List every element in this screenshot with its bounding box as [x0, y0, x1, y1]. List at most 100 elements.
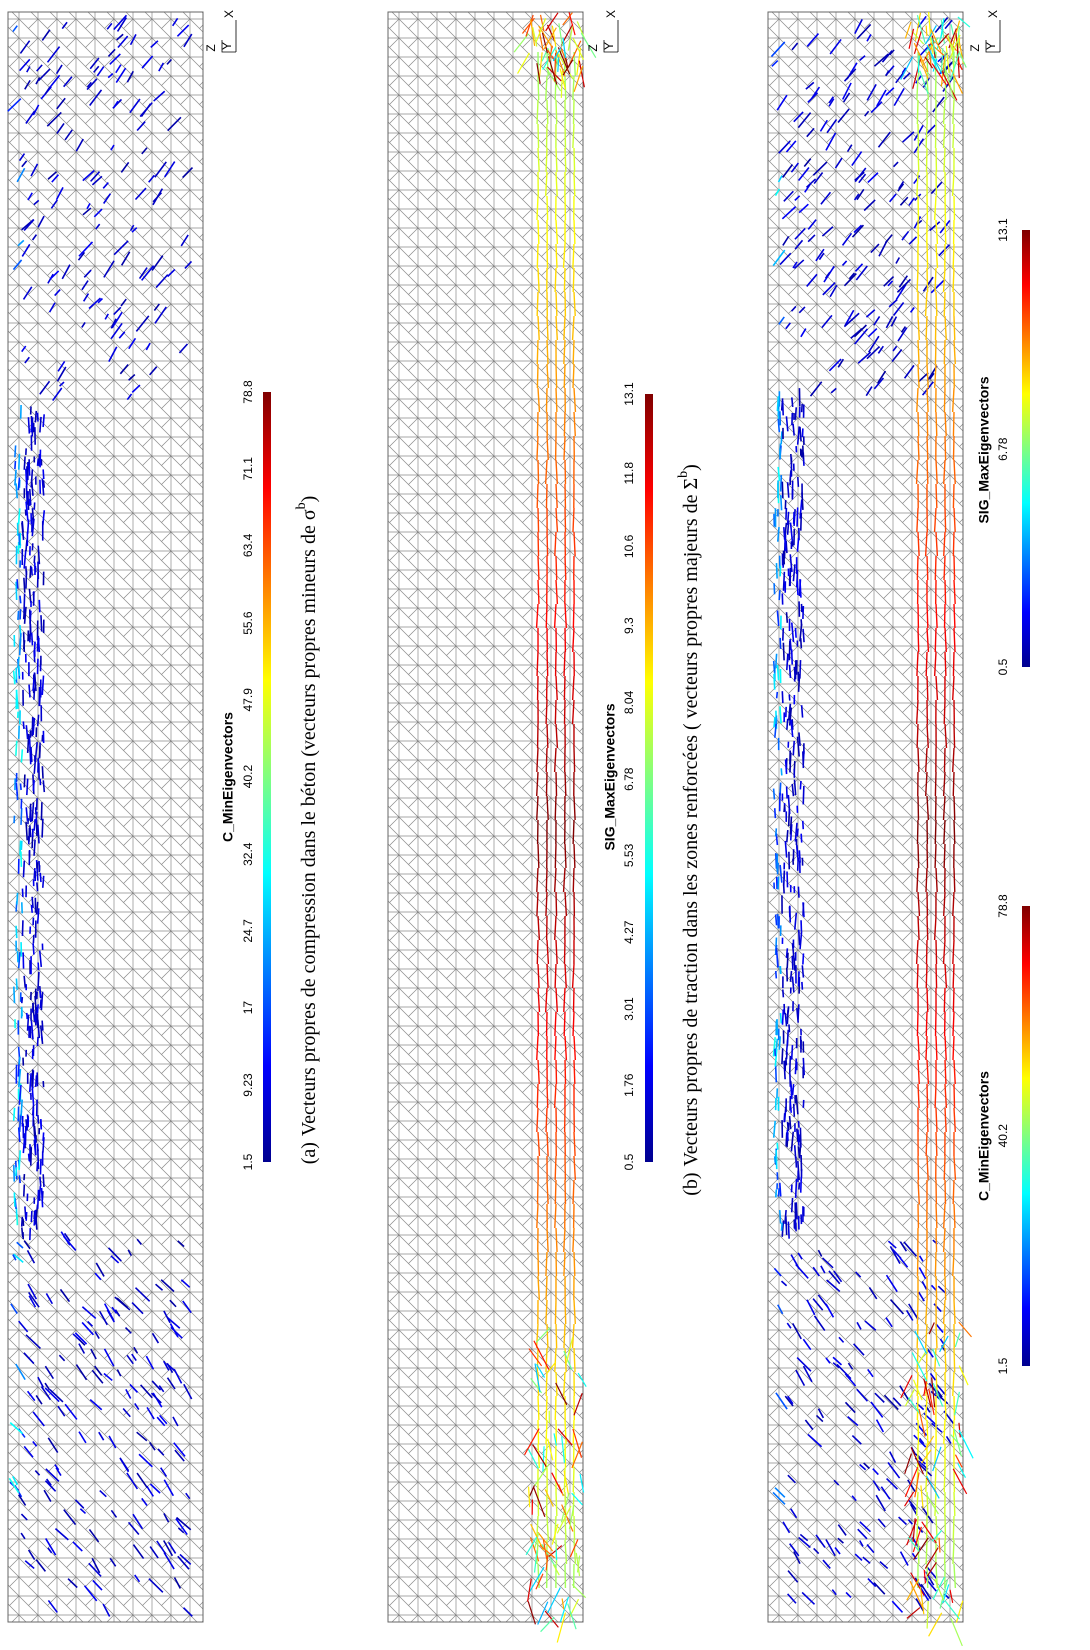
vector: [185, 1492, 191, 1500]
vector: [36, 1149, 40, 1170]
vector: [571, 1583, 587, 1599]
vector: [952, 963, 955, 989]
vector: [22, 632, 26, 653]
vector: [158, 1385, 165, 1393]
vector: [34, 410, 38, 423]
vector: [950, 24, 955, 37]
vector: [805, 178, 817, 188]
vector: [889, 49, 895, 56]
vector: [820, 1265, 826, 1274]
vector: [891, 349, 903, 363]
vector: [562, 59, 574, 76]
vector: [64, 129, 73, 141]
vector: [944, 507, 947, 533]
vector: [546, 1515, 550, 1541]
vector: [789, 554, 793, 573]
vector: [782, 883, 785, 894]
vector: [533, 1550, 538, 1573]
vector: [545, 747, 548, 773]
vector: [170, 1326, 183, 1339]
vector: [15, 925, 18, 939]
vector: [958, 1321, 972, 1338]
vector: [916, 723, 919, 749]
vector: [923, 1381, 927, 1397]
vector: [31, 802, 35, 822]
vector: [933, 651, 937, 677]
vector: [182, 166, 194, 179]
vector: [61, 21, 68, 30]
vector: [523, 1428, 540, 1456]
vector: [952, 99, 955, 125]
vector: [934, 1083, 937, 1109]
vector: [952, 243, 955, 269]
vector: [115, 67, 127, 83]
vector: [572, 75, 575, 101]
vector: [545, 1299, 548, 1325]
vector: [174, 1449, 185, 1462]
vector: [926, 75, 930, 101]
colorbar-tick: 9.23: [241, 1073, 255, 1097]
vector: [944, 1275, 947, 1301]
vector: [565, 1337, 574, 1364]
vector: [537, 1275, 541, 1301]
vector: [18, 666, 21, 676]
vector: [546, 24, 556, 42]
vector: [857, 1528, 868, 1540]
vector: [89, 89, 103, 107]
vector: [74, 1332, 88, 1345]
vector: [536, 435, 539, 461]
vector: [32, 1411, 45, 1427]
vector: [536, 651, 539, 677]
vector: [942, 939, 946, 965]
vector: [922, 276, 934, 292]
axis-label: X: [986, 10, 1000, 18]
vector: [952, 435, 955, 461]
vector: [36, 64, 43, 72]
vector: [37, 215, 45, 228]
vector: [801, 1591, 816, 1605]
vector: [774, 914, 778, 926]
vector: [908, 1303, 919, 1320]
vector: [797, 1129, 800, 1146]
vector: [876, 89, 887, 107]
vector: [805, 81, 815, 90]
vector: [895, 257, 901, 264]
vector: [952, 1371, 955, 1397]
vector: [935, 1107, 938, 1133]
vector: [36, 1036, 39, 1047]
vector: [20, 1513, 28, 1521]
vector: [799, 1176, 803, 1193]
vector: [50, 199, 58, 209]
vector: [798, 850, 801, 863]
vector: [926, 1566, 938, 1579]
vector: [533, 1340, 550, 1370]
vector: [555, 507, 559, 533]
vector: [525, 14, 534, 37]
vector: [136, 1472, 148, 1488]
vector: [126, 70, 134, 83]
colorbar: [263, 392, 271, 1162]
vector: [917, 531, 920, 557]
vector: [19, 58, 31, 72]
vector: [857, 351, 872, 364]
vector: [555, 99, 558, 125]
vector: [41, 675, 45, 695]
vector: [926, 435, 929, 461]
vector: [32, 104, 40, 116]
vector: [904, 1466, 919, 1498]
vector: [23, 550, 27, 569]
vector: [537, 1059, 540, 1085]
vector: [953, 507, 956, 533]
vector: [902, 72, 911, 80]
vector: [34, 1075, 38, 1088]
vector: [35, 1216, 38, 1230]
vector: [787, 1474, 796, 1484]
vector: [953, 1059, 956, 1085]
vector: [953, 555, 956, 581]
vector: [86, 78, 98, 91]
vector: [797, 1252, 803, 1260]
vector: [537, 555, 540, 581]
vector: [571, 699, 575, 725]
vector: [35, 798, 38, 811]
vector: [792, 423, 795, 436]
